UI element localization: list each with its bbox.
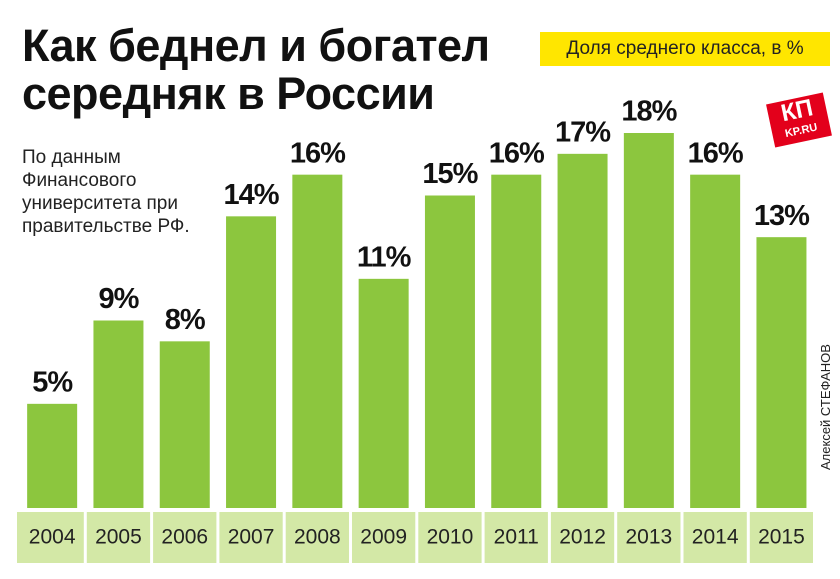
credit: Алексей СТЕФАНОВ [818, 344, 833, 470]
x-tick-label: 2005 [95, 526, 142, 549]
value-label: 14% [224, 179, 280, 211]
value-label: 11% [357, 241, 412, 273]
x-tick-label: 2006 [161, 526, 208, 549]
source-note: По данным Финансового университета при п… [22, 147, 190, 237]
bar [358, 278, 409, 508]
x-tick-label: 2004 [29, 526, 76, 549]
bar [690, 174, 741, 508]
value-label: 5% [32, 366, 73, 398]
x-tick-label: 2013 [625, 526, 672, 549]
x-tick-label: 2009 [360, 526, 407, 549]
bar [623, 133, 674, 508]
bar [93, 320, 144, 508]
bar [159, 341, 210, 508]
value-label: 18% [621, 96, 677, 128]
value-label: 16% [290, 137, 346, 169]
bar [292, 174, 343, 508]
legend-label: Доля среднего класса, в % [540, 32, 830, 66]
x-tick-label: 2010 [427, 526, 474, 549]
x-tick-label: 2012 [559, 526, 606, 549]
value-label: 15% [422, 158, 478, 190]
value-label: 17% [555, 116, 611, 148]
value-label: 16% [489, 137, 545, 169]
x-tick-label: 2007 [228, 526, 275, 549]
bar [756, 237, 807, 508]
bar [226, 216, 277, 509]
bar [557, 153, 608, 509]
value-label: 16% [688, 137, 744, 169]
chart-title: Как беднел и богател середняк в России [22, 20, 490, 119]
bar [491, 174, 542, 508]
x-tick-label: 2015 [758, 526, 805, 549]
x-tick-label: 2011 [494, 526, 539, 549]
x-tick-label: 2008 [294, 526, 341, 549]
value-label: 9% [98, 283, 139, 315]
bar [424, 195, 475, 508]
x-tick-label: 2014 [692, 526, 739, 549]
bar [27, 403, 78, 508]
value-label: 8% [165, 304, 206, 336]
year-strip [17, 512, 813, 563]
value-label: 13% [754, 200, 810, 232]
